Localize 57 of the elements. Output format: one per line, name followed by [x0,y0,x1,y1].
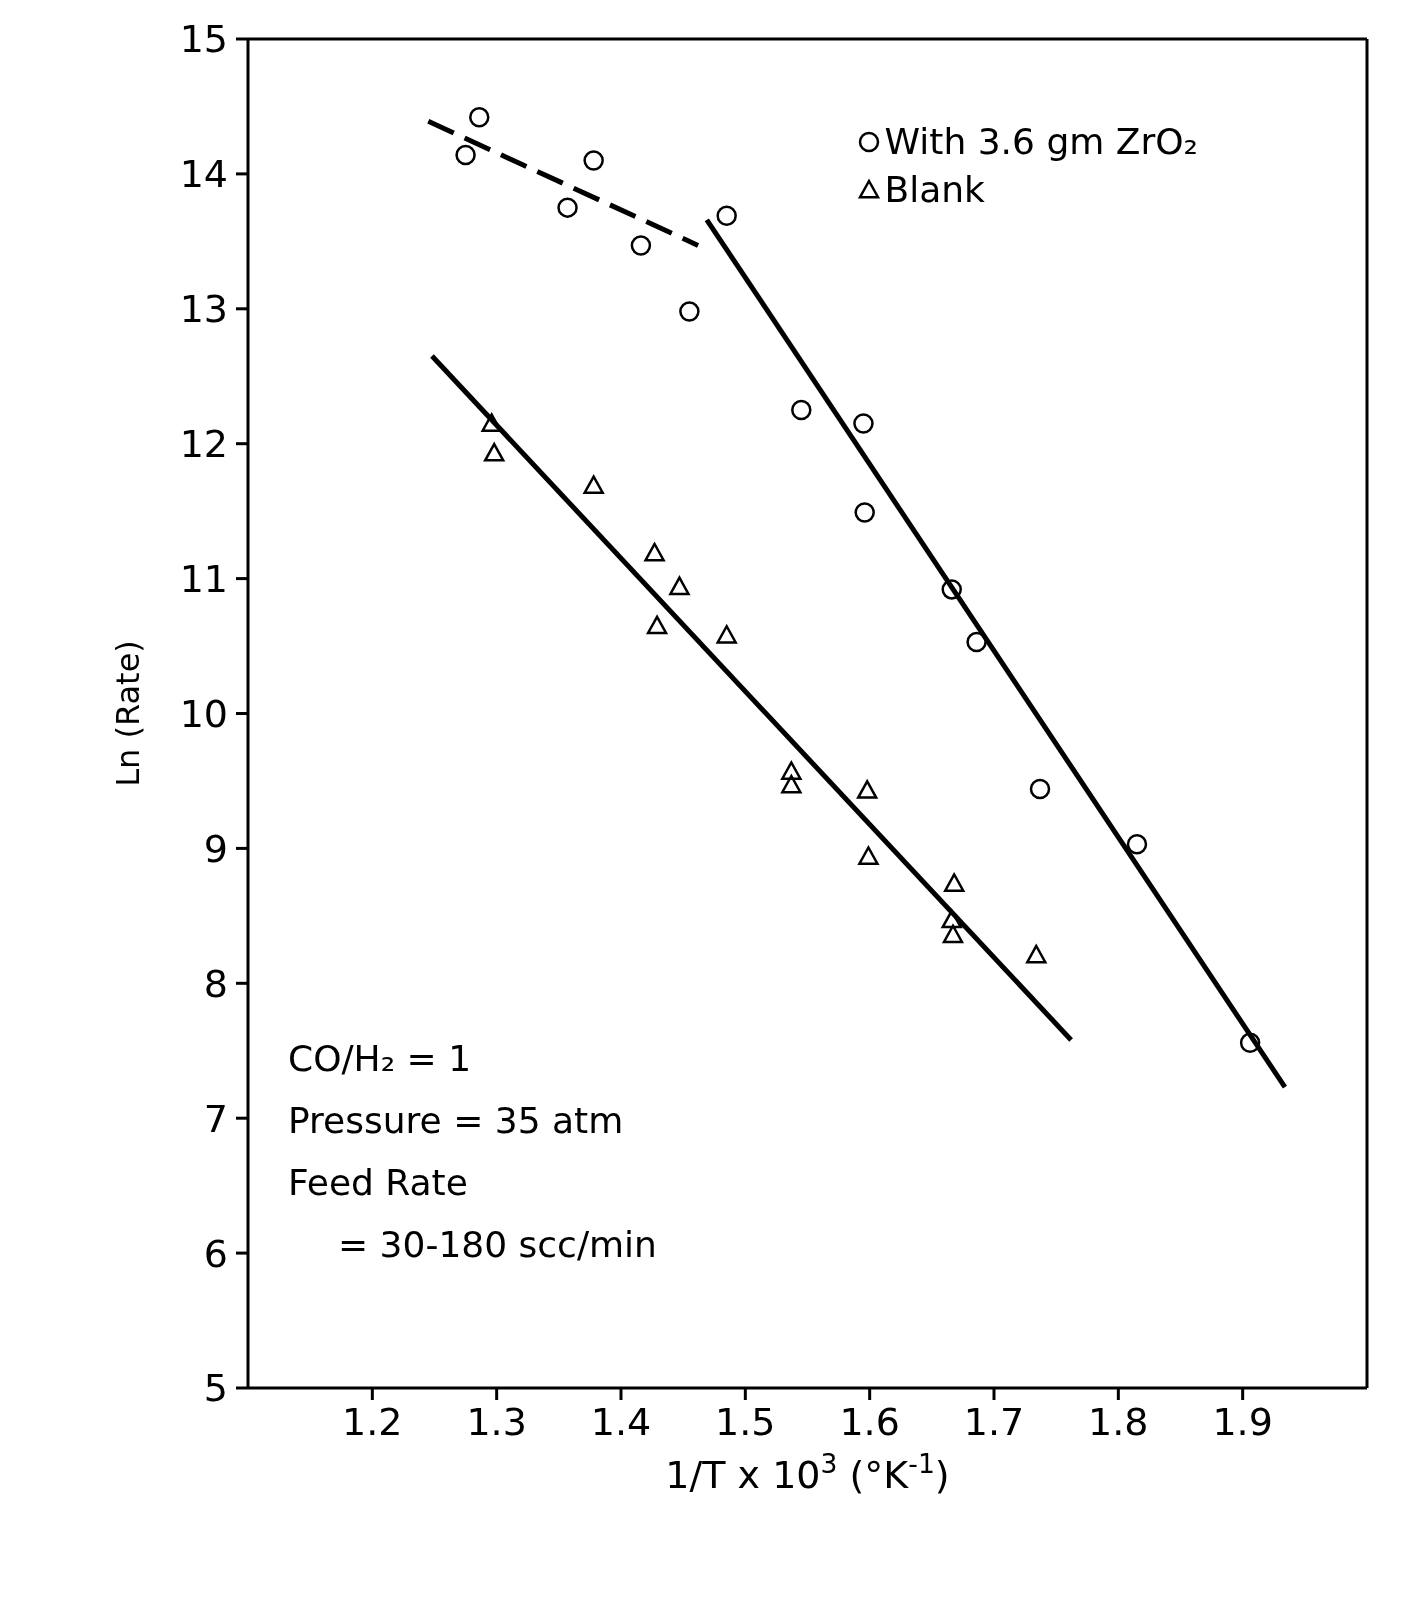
point [1026,944,1047,964]
y-tick-label: 14 [179,152,228,197]
point [1126,834,1148,855]
y-tick-label: 10 [179,691,228,736]
point [781,761,802,780]
point [716,625,737,644]
y-tick-label: 5 [203,1366,228,1411]
point [942,924,964,944]
x-tick-label: 1.9 [1212,1399,1273,1444]
annotation: = 30-180 scc/min [337,1223,657,1267]
legend-label: Blank [884,168,985,212]
point [455,144,476,166]
point [481,413,502,432]
point [483,442,505,462]
y-tick-label: 8 [203,961,228,1006]
x-tick-label: 1.2 [342,1399,403,1444]
point [679,301,700,322]
y-tick-label: 6 [203,1231,228,1276]
x-tick-label: 1.4 [590,1399,652,1444]
point [966,631,987,653]
y-tick-label: 15 [179,17,228,62]
x-tick-label: 1.5 [715,1399,776,1444]
y-tick-label: 11 [179,557,228,602]
x-tick-label: 1.7 [963,1399,1025,1444]
point [853,413,874,434]
annotation: CO/H₂ = 1 [288,1037,473,1081]
x-tick-label: 1.6 [839,1399,900,1444]
point [716,205,737,226]
point [646,615,668,635]
y-tick-label: 7 [203,1096,228,1141]
annotation: Feed Rate [288,1161,469,1205]
point [854,502,875,523]
point [644,542,665,562]
point [1239,1032,1261,1053]
point [943,873,965,892]
x-axis-title: 1/T x 10$^{3}$ (°K$^{-1}$) [665,1447,950,1497]
point [583,150,604,171]
x-tick-label: 1.3 [466,1399,527,1444]
point [669,576,690,596]
legend-label: With 3.6 gm ZrO₂ [884,120,1198,164]
y-tick-label: 13 [179,287,228,332]
point [791,399,812,421]
point [1029,778,1051,800]
point [858,846,879,865]
point [557,197,578,218]
y-axis-title: Ln (Rate) [109,640,148,787]
point [630,235,652,256]
annotation: Pressure = 35 atm [288,1099,625,1143]
point [781,774,802,794]
point [941,579,962,600]
x-tick-label: 1.8 [1088,1399,1149,1444]
point [856,780,878,799]
y-tick-label: 12 [179,422,228,467]
point [583,475,604,494]
point [469,106,490,128]
y-tick-label: 9 [203,826,228,871]
point [941,909,962,929]
